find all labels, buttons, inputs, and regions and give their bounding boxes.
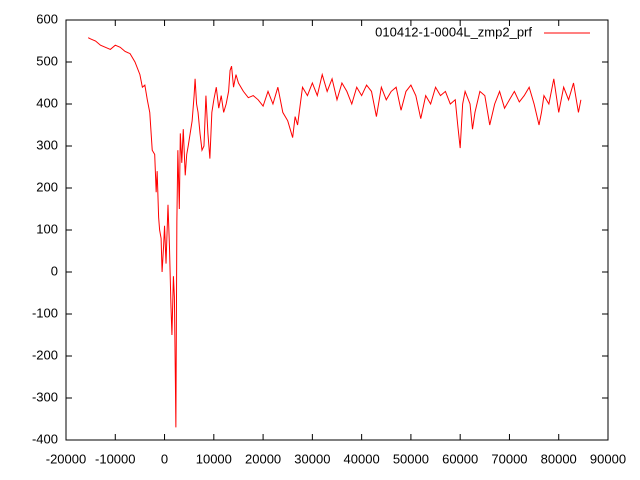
x-tick-label: 20000: [245, 451, 281, 466]
y-tick-label: 300: [36, 137, 58, 152]
x-tick-label: 30000: [294, 451, 330, 466]
x-tick-label: 70000: [491, 451, 527, 466]
x-tick-label: 80000: [541, 451, 577, 466]
y-tick-label: 400: [36, 95, 58, 110]
y-tick-label: 600: [36, 11, 58, 26]
x-tick-label: 40000: [344, 451, 380, 466]
y-tick-label: -100: [32, 305, 58, 320]
y-tick-label: 500: [36, 53, 58, 68]
x-tick-label: 90000: [590, 451, 626, 466]
x-tick-label: 60000: [442, 451, 478, 466]
x-tick-label: -20000: [46, 451, 86, 466]
y-tick-label: -400: [32, 431, 58, 446]
y-tick-label: 0: [51, 263, 58, 278]
x-tick-label: 0: [161, 451, 168, 466]
y-tick-label: -300: [32, 389, 58, 404]
x-tick-label: 10000: [196, 451, 232, 466]
data-line: [87, 37, 582, 428]
y-tick-label: 100: [36, 221, 58, 236]
y-tick-label: 200: [36, 179, 58, 194]
plot-border: [65, 19, 609, 441]
x-tick-label: 50000: [393, 451, 429, 466]
y-tick-label: -200: [32, 347, 58, 362]
x-tick-label: -10000: [95, 451, 135, 466]
legend-label: 010412-1-0004L_zmp2_prf: [375, 24, 532, 39]
